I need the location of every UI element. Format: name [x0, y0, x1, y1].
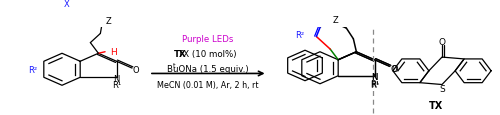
Text: MeCN (0.01 M), Ar, 2 h, rt: MeCN (0.01 M), Ar, 2 h, rt — [157, 81, 258, 90]
Text: N: N — [114, 74, 119, 83]
Text: O: O — [390, 64, 397, 73]
Text: N: N — [372, 72, 378, 81]
Text: S: S — [439, 84, 445, 93]
Text: TX: TX — [174, 49, 187, 58]
Text: t: t — [173, 62, 176, 68]
Text: N: N — [372, 73, 378, 82]
Text: O: O — [438, 38, 446, 47]
Text: Z: Z — [332, 16, 338, 25]
Text: R²: R² — [295, 31, 304, 40]
Text: R¹: R¹ — [370, 80, 379, 89]
Text: Z: Z — [106, 17, 111, 26]
Text: H: H — [110, 47, 116, 56]
Text: O: O — [132, 66, 139, 74]
Text: R²: R² — [28, 65, 37, 74]
Text: O: O — [391, 64, 398, 73]
Text: Purple LEDs: Purple LEDs — [182, 34, 233, 43]
Text: X: X — [64, 0, 70, 9]
Text: TX (10 mol%): TX (10 mol%) — [178, 49, 237, 58]
Text: R¹: R¹ — [112, 81, 121, 90]
Text: TX: TX — [429, 100, 443, 110]
Text: BuONa (1.5 equiv.): BuONa (1.5 equiv.) — [166, 64, 248, 73]
Text: R¹: R¹ — [370, 79, 379, 88]
